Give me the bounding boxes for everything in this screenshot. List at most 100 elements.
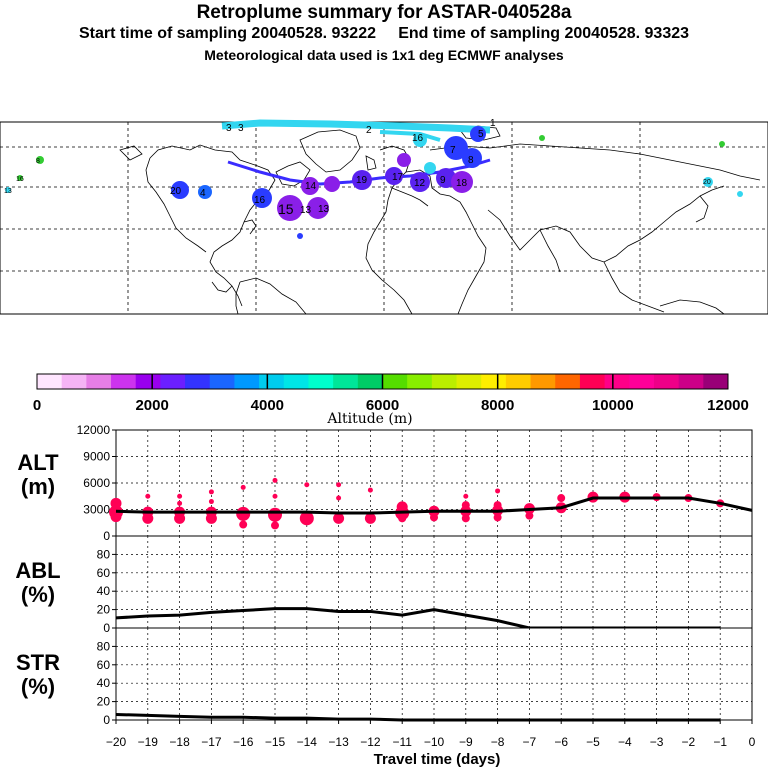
plume-blob — [252, 188, 272, 208]
altitude-point — [177, 500, 183, 506]
y-tick-label: 80 — [97, 639, 111, 653]
x-tick-label: −16 — [233, 735, 254, 749]
altitude-point — [208, 489, 214, 495]
plume-blob — [444, 136, 468, 160]
y-tick-label: 0 — [103, 713, 110, 727]
altitude-point — [205, 512, 217, 524]
altitude-point — [177, 493, 183, 499]
coastlines — [119, 125, 761, 315]
map-label: 20 — [170, 186, 182, 197]
colorbar-cell — [629, 374, 655, 389]
map-label: 3 — [226, 123, 232, 134]
y-tick-label: 40 — [97, 676, 111, 690]
x-tick-label: −5 — [586, 735, 600, 749]
colorbar-cell — [382, 374, 408, 389]
map-label: 12 — [414, 178, 426, 189]
altitude-point — [174, 512, 186, 524]
colorbar-cell — [505, 374, 532, 389]
map-label: 15 — [278, 201, 294, 217]
map-label: 14 — [305, 181, 317, 192]
colorbar-tick-label: 8000 — [481, 397, 514, 414]
altitude-point — [271, 521, 279, 530]
map-day-labels: 3 3 2 1 16 5 7 8 9 17 12 18 19 20 14 16 … — [4, 118, 711, 217]
map-label: 5 — [478, 129, 484, 140]
y-tick-label: 12000 — [77, 423, 111, 437]
altitude-point — [304, 482, 310, 488]
plume-blob — [352, 170, 372, 190]
x-tick-label: −2 — [682, 735, 696, 749]
altitude-point — [557, 494, 566, 503]
altitude-point — [145, 493, 151, 499]
x-tick-label: −8 — [491, 735, 505, 749]
panel-label: (%) — [21, 582, 55, 607]
panel-alt: 0 3000 6000 9000 12000 ALT(m) — [17, 423, 753, 543]
y-tick-label: 3000 — [83, 503, 110, 517]
x-tick-label: −18 — [169, 735, 190, 749]
panel-label: ABL — [15, 558, 60, 583]
plume-blob — [539, 135, 545, 141]
sampling-times: Start time of sampling 20040528. 93222 E… — [78, 25, 690, 42]
colorbar-cell — [530, 374, 556, 389]
colorbar-cell — [604, 374, 630, 389]
altitude-point — [236, 506, 251, 521]
x-tick-label: −4 — [618, 735, 632, 749]
x-tick-label: −15 — [265, 735, 286, 749]
plume-blob — [307, 197, 329, 219]
altitude-point — [461, 514, 470, 523]
plume-blob — [413, 133, 427, 147]
y-tick-label: 80 — [97, 547, 111, 561]
panel-str: 0 20 40 60 80 STR(%) — [16, 627, 753, 727]
plume-blob — [17, 175, 23, 181]
colorbar-cell — [703, 374, 729, 389]
y-tick-label: 40 — [97, 584, 111, 598]
panel-label: ALT — [17, 450, 59, 475]
colorbar-cell — [234, 374, 260, 389]
str-line — [115, 712, 721, 722]
y-tick-label: 0 — [103, 621, 110, 635]
colorbar-cell — [407, 374, 433, 389]
x-tick-label: −20 — [106, 735, 127, 749]
map-label: 16 — [254, 195, 266, 206]
altitude-point — [461, 501, 470, 510]
colorbar-cell — [37, 374, 63, 389]
colorbar-cell — [111, 374, 137, 389]
met-data-info: Meteorological data used is 1x1 deg ECMW… — [204, 47, 564, 63]
colorbar-cell — [185, 374, 211, 389]
map-label: 19 — [356, 175, 368, 186]
x-tick-label: −9 — [459, 735, 473, 749]
altitude-point — [336, 482, 342, 488]
altitude-median-line — [115, 496, 753, 515]
map-gridlines — [0, 122, 768, 314]
altitude-point — [336, 495, 342, 501]
plume-blob — [5, 187, 11, 193]
altitude-point — [239, 520, 248, 529]
colorbar-tick-labels: 0 2000 4000 6000 8000 10000 12000 — [33, 374, 749, 414]
x-tick-label: −10 — [424, 735, 445, 749]
y-tick-label: 0 — [103, 529, 110, 543]
altitude-point — [299, 511, 314, 526]
colorbar-cell — [579, 374, 606, 389]
plume-blobs — [5, 126, 743, 239]
x-tick-label: −6 — [554, 735, 568, 749]
x-tick-label: −17 — [201, 735, 222, 749]
colorbar-cell — [333, 374, 359, 389]
map-label: 18 — [456, 178, 468, 189]
x-tick-label: −13 — [328, 735, 349, 749]
x-axis-label: Travel time (days) — [374, 751, 501, 768]
colorbar-cell — [481, 374, 507, 389]
plume-blob — [171, 181, 189, 199]
map-panel: 3 3 2 1 16 5 7 8 9 17 12 18 19 20 14 16 … — [0, 118, 768, 315]
colorbar-cell — [555, 374, 581, 389]
plume-blob — [198, 185, 212, 199]
plume-blob — [385, 167, 403, 185]
map-label: 17 — [392, 172, 404, 183]
colorbar-cell — [431, 374, 458, 389]
colorbar-tick-label: 0 — [33, 397, 41, 414]
map-label: 8 — [468, 155, 474, 166]
altitude-point — [110, 497, 122, 509]
colorbar-cell — [135, 374, 161, 389]
altitude-point — [495, 488, 501, 494]
map-label: 20 — [703, 179, 711, 186]
panel-label: STR — [16, 650, 60, 675]
